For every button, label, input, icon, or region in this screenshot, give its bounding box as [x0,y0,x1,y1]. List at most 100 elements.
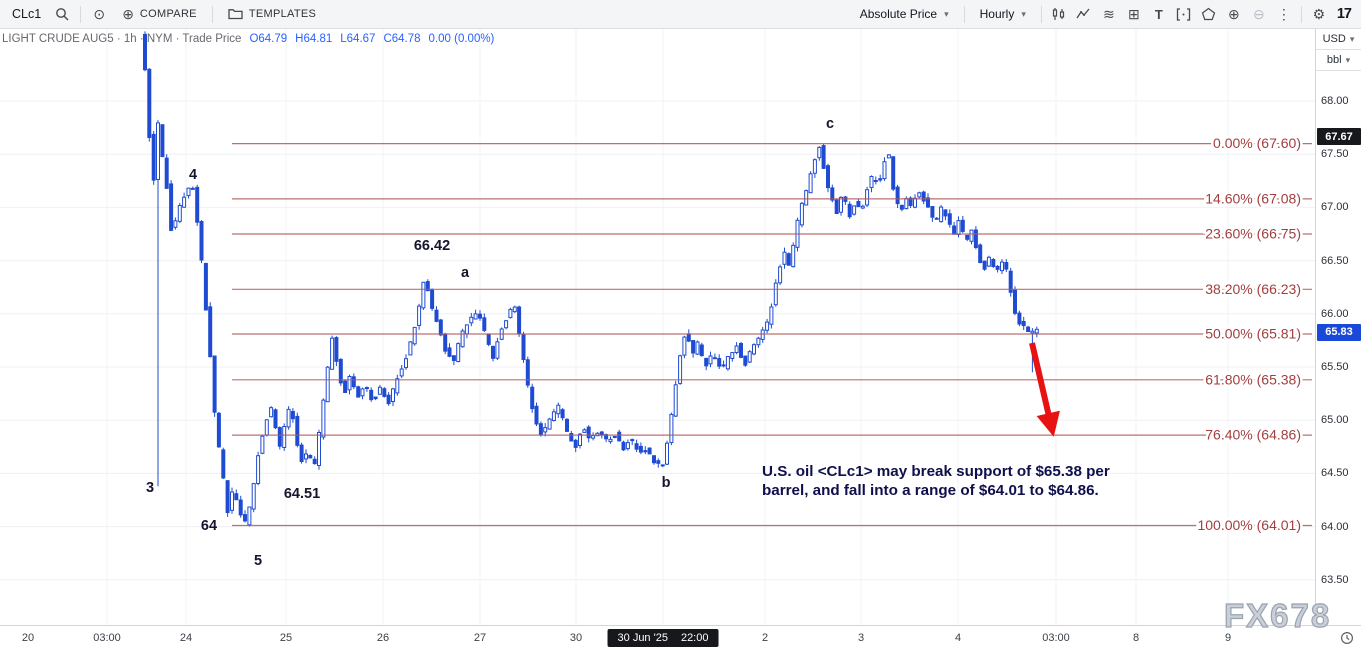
timezone-clock-icon[interactable] [1340,631,1354,645]
price-tick-66.50: 66.50 [1321,254,1349,267]
top-toolbar: CLc1 ⊙ ⊕ COMPARE TEMPLATES Absolute Pric… [0,0,1361,29]
wave-label-64.51: 64.51 [283,486,321,502]
wave-label-a: a [460,265,470,281]
chevron-down-icon: ▾ [1021,8,1026,19]
compare-label: COMPARE [139,8,197,20]
zoom-out-icon[interactable]: ⊖ [1252,5,1265,22]
polygon-tool-icon[interactable] [1198,2,1220,26]
badge-date: 30 Jun '25 [617,632,668,644]
price-axis[interactable]: USD ▾ bbl ▾ 68.00 67.50 67.00 66.50 66.00 65.… [1315,29,1361,625]
price-tick-65.00: 65.00 [1321,414,1349,427]
wave-label-64: 64 [200,518,218,534]
time-tick-3: 3 [857,632,865,644]
add-compare-icon: ⊕ [122,5,134,22]
analysis-annotation: U.S. oil <CLc1> may break support of $65… [762,462,1110,501]
time-tick-30: 30 [569,632,583,644]
price-tick-63.50: 63.50 [1321,573,1349,586]
close-value: C64.78 [383,33,421,45]
time-axis[interactable]: 20 03:00 24 25 26 27 30 2 3 4 03:00 8 9 30 Jun '25 2… [0,625,1361,649]
target-icon[interactable]: ⊙ [93,5,106,22]
currency-label: USD [1322,33,1346,45]
time-tick-20: 20 [21,632,35,644]
unit-select[interactable]: bbl ▾ [1316,50,1361,71]
unit-label: bbl [1326,54,1342,66]
fib-label: 38.20% (66.23) [1205,281,1301,297]
compare-button[interactable]: ⊕ COMPARE [114,0,205,29]
change-value: 0.00 (0.00%) [428,33,495,45]
ohlc-header: LIGHT CRUDE AUG5 · 1h · NYM · Trade Pric… [2,33,494,45]
price-tick-68.00: 68.00 [1321,95,1349,107]
more-options-icon[interactable]: ⋮ [1276,5,1291,22]
toolbar-divider [1040,5,1042,23]
price-tick-67.50: 67.50 [1321,148,1349,161]
price-tick-64.00: 64.00 [1321,520,1349,533]
annotation-line: U.S. oil <CLc1> may break support of $65… [762,463,1110,480]
layout-grid-icon[interactable]: ⊞ [1127,5,1140,22]
trend-line-tool-icon[interactable] [1073,2,1095,26]
price-tick-65.50: 65.50 [1321,361,1349,373]
gear-icon[interactable]: ⚙ [1312,5,1326,22]
toolbar-divider [1300,5,1302,23]
search-icon[interactable] [51,2,73,26]
templates-label: TEMPLATES [248,8,317,20]
time-tick-24: 24 [179,632,193,644]
high-value: H64.81 [295,33,333,45]
low-value: L64.67 [340,33,376,45]
price-badge-65.83: 65.83 [1317,323,1361,341]
fib-label: 100.00% (64.01) [1197,517,1301,533]
chevron-down-icon: ▾ [1349,33,1355,44]
price-badge-67.67: 67.67 [1317,128,1361,146]
fib-label: 61.80% (65.38) [1205,371,1301,387]
wave-label-5: 5 [253,553,263,569]
wave-label-c: c [825,116,835,132]
interval-select[interactable]: Hourly ▾ [971,4,1035,24]
time-tick-26: 26 [376,632,390,644]
fib-label: 23.60% (66.75) [1205,226,1301,242]
price-tick-67.00: 67.00 [1321,201,1349,214]
toolbar-divider [211,5,213,23]
indicators-icon[interactable]: ≋ [1102,5,1115,22]
down-arrow [1029,342,1060,437]
chart-pane[interactable]: 0.00% (67.60) 14.60% (67.08) 23.60% (66.75… [0,29,1315,625]
time-tick-27: 27 [473,632,487,644]
symbol-search-button[interactable]: CLc1 [12,7,42,21]
badge-time: 22:00 [680,632,709,644]
patterns-tool-icon[interactable] [1173,2,1195,26]
price-mode-select[interactable]: Absolute Price ▾ [851,4,958,24]
time-tick-4: 4 [954,632,962,644]
zoom-in-icon[interactable]: ⊕ [1227,5,1240,22]
text-tool-icon[interactable]: T [1154,6,1163,22]
fib-label: 14.60% (67.08) [1205,190,1301,206]
toolbar-divider [963,5,965,23]
fib-label: 0.00% (67.60) [1213,135,1301,151]
interval-value: Hourly [979,7,1015,21]
currency-select[interactable]: USD ▾ [1316,29,1361,50]
open-value: O64.79 [249,33,288,45]
wave-label-3: 3 [145,480,155,496]
time-tick-2: 2 [761,632,769,644]
time-tick-03:00: 03:00 [1042,632,1070,644]
wave-label-b: b [661,475,671,491]
price-tick-66.00: 66.00 [1321,307,1349,320]
price-mode-value: Absolute Price [859,7,938,21]
instrument-title: LIGHT CRUDE AUG5 · 1h · NYM · Trade Pric… [2,33,242,45]
wave-label-66.42: 66.42 [413,238,451,254]
chart-style-candles-icon[interactable] [1048,2,1070,26]
templates-button[interactable]: TEMPLATES [220,5,324,23]
chart-canvas[interactable]: 0.00% (67.60) 14.60% (67.08) 23.60% (66.75… [0,29,1315,625]
fib-label: 50.00% (65.81) [1205,326,1301,342]
chevron-down-icon: ▾ [1345,54,1351,65]
fib-label: 76.40% (64.86) [1205,427,1301,443]
fx678-watermark: FX678 [1223,596,1332,634]
platform-logo[interactable]: 17 [1336,6,1352,22]
wave-label-4: 4 [188,167,198,183]
time-tick-8: 8 [1132,632,1140,644]
price-tick-64.50: 64.50 [1321,467,1349,480]
chevron-down-icon: ▾ [944,8,949,19]
time-tick-03:00: 03:00 [93,632,121,644]
folder-icon [228,8,243,20]
main-area: 0.00% (67.60) 14.60% (67.08) 23.60% (66.75… [0,29,1361,625]
crosshair-time-badge: 30 Jun '25 22:00 [607,629,719,647]
annotation-line: barrel, and fall into a range of $64.01 … [762,482,1099,500]
